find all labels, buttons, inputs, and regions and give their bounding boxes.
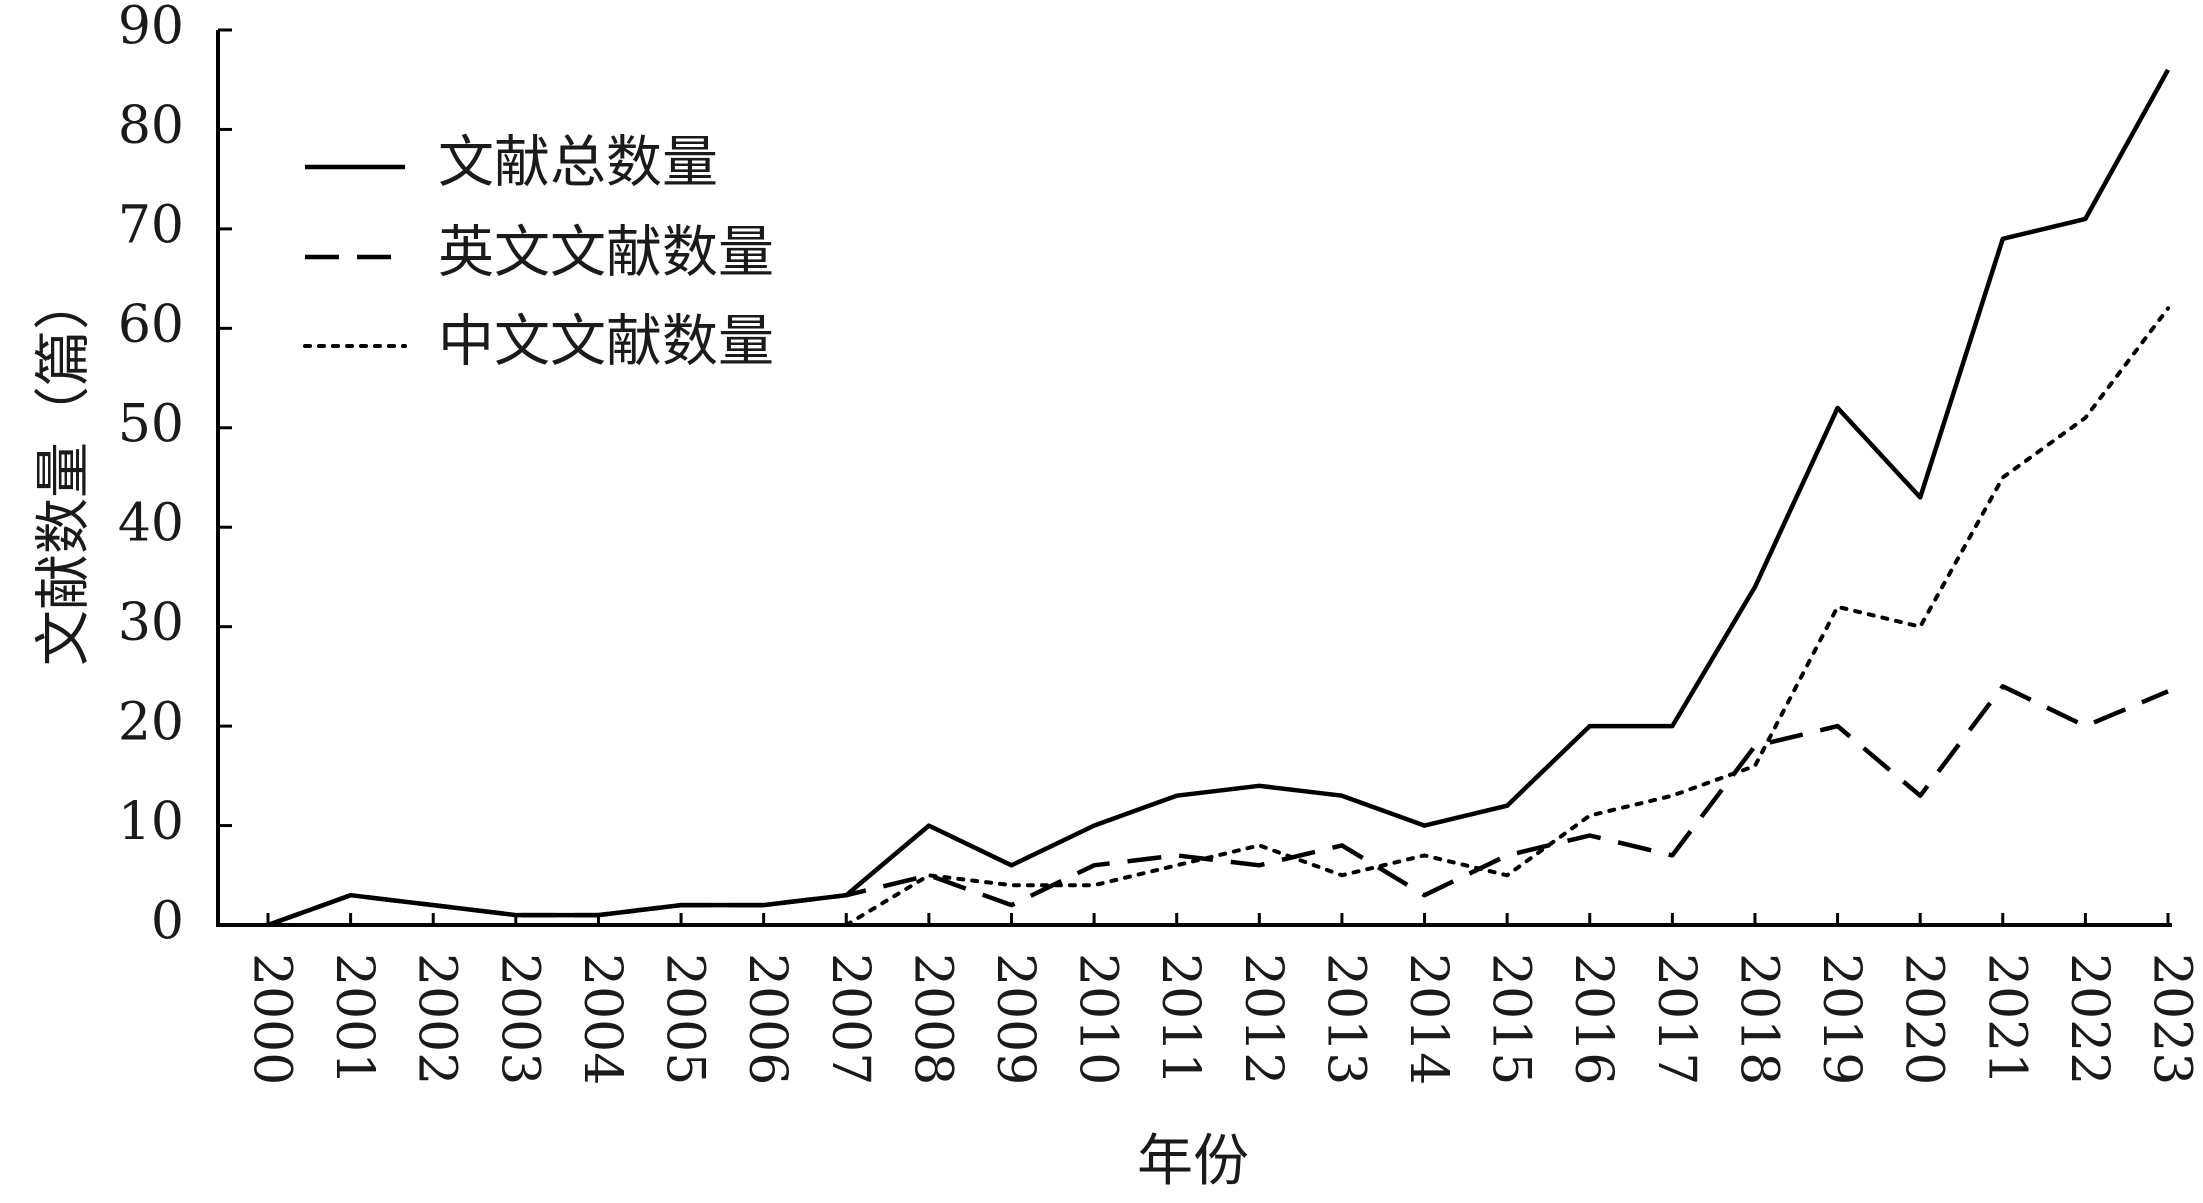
x-tick-label: 2010 — [1068, 953, 1128, 1085]
x-tick-label: 2002 — [407, 953, 467, 1085]
y-tick-label: 40 — [118, 494, 184, 554]
legend-label: 中文文献数量 — [438, 310, 774, 375]
x-tick-label: 2001 — [324, 953, 384, 1085]
x-tick-label: 2023 — [2142, 953, 2202, 1085]
x-tick-label: 2009 — [985, 953, 1045, 1085]
y-tick-label: 50 — [118, 394, 184, 454]
y-axis-title: 文献数量（篇） — [32, 274, 97, 666]
x-tick-label: 2016 — [1563, 953, 1623, 1085]
x-tick-label: 2020 — [1894, 953, 1954, 1085]
y-tick-label: 90 — [118, 0, 184, 57]
x-axis-ticks: 2000 2001 2002 2003 2004 2005 2006 2007 2008 2009… — [242, 913, 2202, 1085]
y-tick-label: 20 — [118, 693, 184, 753]
y-tick-label: 10 — [118, 792, 184, 852]
y-tick-label: 0 — [151, 892, 184, 952]
x-tick-label: 2015 — [1481, 953, 1541, 1085]
axes — [216, 30, 2172, 927]
legend-label: 英文文献数量 — [438, 221, 774, 286]
series-line-dashed — [267, 684, 2169, 928]
x-tick-label: 2021 — [1976, 953, 2036, 1085]
x-tick-label: 2003 — [489, 953, 549, 1085]
x-tick-label: 2008 — [902, 953, 962, 1085]
x-tick-label: 2004 — [572, 953, 632, 1085]
x-tick-label: 2013 — [1315, 953, 1375, 1085]
series-lines — [267, 68, 2170, 928]
x-tick-label: 2005 — [655, 953, 715, 1085]
x-tick-label: 2012 — [1233, 953, 1293, 1085]
x-tick-label: 2014 — [1398, 953, 1458, 1085]
x-tick-label: 2007 — [820, 953, 880, 1085]
y-tick-label: 30 — [118, 593, 184, 653]
x-tick-label: 2000 — [242, 953, 302, 1085]
legend-label: 文献总数量 — [438, 131, 718, 196]
x-tick-label: 2017 — [1646, 953, 1706, 1085]
x-tick-label: 2006 — [737, 953, 797, 1085]
x-axis-title: 年份 — [1137, 1129, 1249, 1194]
y-axis-ticks: 0 10 20 30 40 50 60 70 80 90 — [118, 0, 232, 952]
x-tick-label: 2019 — [1811, 953, 1871, 1085]
y-tick-label: 60 — [118, 295, 184, 355]
series-line-dotted — [844, 306, 2170, 927]
y-tick-label: 80 — [118, 96, 184, 156]
y-tick-label: 70 — [118, 195, 184, 255]
x-tick-label: 2011 — [1150, 953, 1210, 1085]
x-tick-label: 2018 — [1728, 953, 1788, 1085]
x-tick-label: 2022 — [2059, 953, 2119, 1085]
series-line-solid — [267, 68, 2170, 928]
